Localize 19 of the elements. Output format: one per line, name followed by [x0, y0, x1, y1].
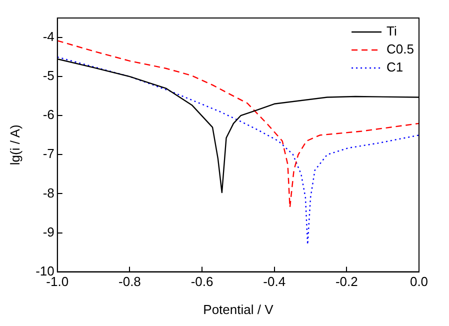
y-tick-label: -10: [36, 263, 54, 278]
legend-label: Ti: [386, 24, 397, 39]
y-axis-title: lg(i / A): [7, 124, 22, 166]
legend-label: C1: [386, 60, 404, 75]
x-tick-label: 0.0: [410, 274, 428, 290]
y-tick-label: -4: [42, 29, 54, 44]
x-tick-label: -0.4: [263, 274, 286, 290]
line-series: [57, 56, 419, 246]
x-tick-label: -0.2: [335, 274, 358, 290]
x-tick-label: -0.6: [190, 274, 214, 290]
y-tick-label: -9: [42, 224, 54, 240]
y-tick-label: -5: [42, 68, 54, 84]
x-axis-title: Potential / V: [203, 302, 274, 317]
line-series: [57, 40, 419, 208]
y-tick-label: -8: [42, 185, 54, 200]
legend-label: C0.5: [386, 42, 414, 57]
x-tick-label: -0.8: [118, 274, 141, 290]
y-tick-label: -7: [42, 146, 54, 162]
y-tick-label: -6: [42, 107, 54, 122]
